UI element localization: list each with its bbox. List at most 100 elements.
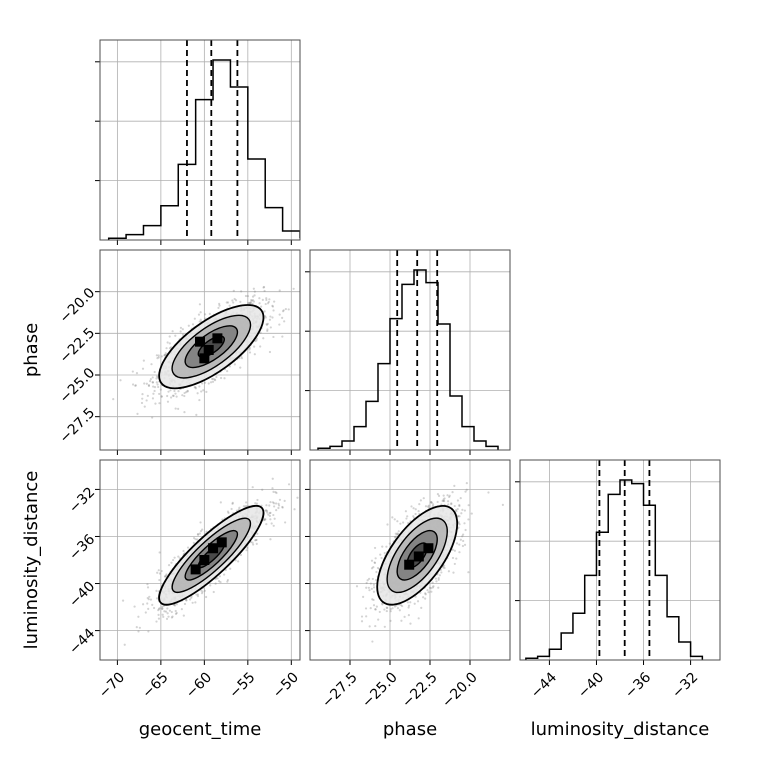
scatter-point	[436, 493, 440, 496]
scatter-point	[434, 577, 438, 580]
scatter-point	[209, 381, 213, 384]
scatter-point	[372, 583, 375, 586]
scatter-point	[194, 601, 197, 604]
scatter-point	[219, 501, 222, 504]
scatter-point	[269, 326, 272, 329]
scatter-point	[123, 643, 126, 646]
scatter-point	[396, 606, 400, 610]
scatter-point	[389, 619, 392, 622]
scatter-point	[265, 504, 268, 507]
scatter-point	[266, 322, 269, 325]
scatter-point	[112, 398, 115, 401]
scatter-point	[451, 556, 455, 560]
scatter-point	[219, 580, 222, 584]
scatter-point	[284, 307, 287, 311]
scatter-point	[197, 533, 200, 536]
scatter-point	[149, 598, 153, 601]
scatter-point	[386, 606, 389, 610]
scatter-point	[430, 587, 433, 590]
scatter-point	[281, 505, 284, 509]
scatter-point	[464, 528, 467, 532]
scatter-point	[386, 523, 389, 526]
scatter-point	[202, 389, 205, 392]
scatter-point	[265, 323, 268, 326]
scatter-point	[365, 581, 368, 585]
scatter-point	[248, 302, 251, 305]
scatter-point	[198, 303, 202, 306]
scatter-point	[458, 551, 461, 554]
scatter-point	[203, 381, 207, 384]
scatter-point	[155, 375, 159, 378]
scatter-point	[233, 363, 236, 366]
scatter-point	[394, 532, 397, 535]
scatter-point	[264, 518, 267, 521]
scatter-point	[275, 491, 278, 495]
scatter-point	[240, 356, 244, 360]
scatter-point	[183, 391, 186, 395]
scatter-point	[170, 610, 173, 614]
scatter-point	[406, 601, 409, 604]
scatter-point	[271, 477, 274, 480]
scatter-point	[173, 604, 177, 607]
scatter-point	[278, 289, 281, 292]
scatter-point	[188, 598, 192, 601]
scatter-point	[373, 561, 376, 564]
scatter-point	[154, 402, 157, 405]
scatter-point	[448, 494, 451, 497]
scatter-point	[141, 367, 145, 370]
x-tick-label: −65	[139, 669, 171, 701]
scatter-point	[167, 390, 170, 393]
density-peak-bin	[199, 353, 210, 364]
scatter-point	[196, 595, 200, 598]
scatter-point	[135, 372, 139, 375]
scatter-point	[183, 411, 186, 414]
scatter-point	[165, 347, 168, 350]
scatter-point	[251, 541, 254, 544]
scatter-point	[157, 356, 160, 359]
scatter-point	[432, 585, 435, 588]
scatter-point	[158, 551, 161, 554]
scatter-point	[284, 521, 287, 524]
scatter-point	[371, 577, 374, 581]
scatter-point	[119, 379, 122, 382]
scatter-point	[396, 520, 399, 523]
scatter-point	[172, 394, 175, 397]
scatter-point	[251, 486, 254, 489]
scatter-point	[247, 301, 250, 305]
scatter-point	[133, 605, 136, 608]
scatter-point	[262, 286, 265, 289]
scatter-point	[166, 400, 170, 403]
scatter-point	[442, 499, 446, 503]
scatter-point	[450, 502, 453, 506]
y-tick-label: −22.5	[57, 325, 99, 367]
scatter-point	[199, 311, 202, 314]
scatter-point	[391, 516, 394, 519]
scatter-point	[186, 389, 189, 392]
scatter-point	[152, 606, 156, 610]
scatter-point	[168, 335, 171, 338]
scatter-point	[278, 323, 281, 326]
scatter-point	[167, 615, 170, 618]
scatter-point	[271, 316, 274, 319]
scatter-point	[200, 390, 203, 393]
scatter-point	[200, 589, 203, 592]
scatter-point	[438, 574, 441, 577]
scatter-point	[367, 586, 370, 589]
scatter-point	[283, 499, 286, 502]
scatter-point	[256, 532, 259, 535]
scatter-point	[227, 511, 230, 515]
scatter-point	[174, 392, 177, 395]
scatter-point	[229, 567, 232, 570]
scatter-point	[232, 289, 235, 292]
scatter-point	[245, 549, 248, 552]
scatter-point	[459, 538, 462, 541]
scatter-point	[174, 609, 177, 613]
scatter-point	[360, 620, 364, 623]
scatter-point	[287, 483, 291, 486]
histogram-phase	[305, 249, 511, 455]
scatter-point	[172, 558, 175, 562]
scatter-point	[169, 346, 173, 349]
scatter-point	[185, 599, 188, 602]
scatter-point	[263, 315, 267, 318]
scatter-point	[501, 503, 504, 506]
